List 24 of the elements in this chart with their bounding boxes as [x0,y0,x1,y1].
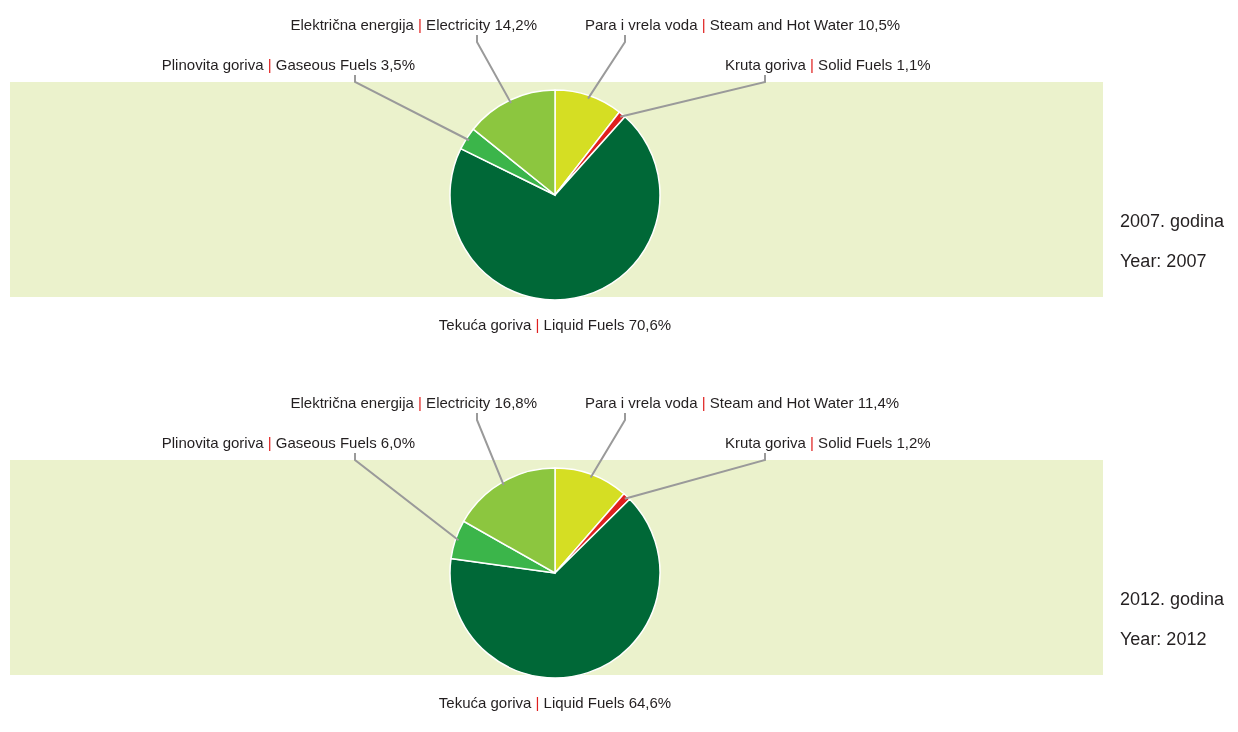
slice-label: Para i vrela voda | Steam and Hot Water [585,394,854,411]
data-label: 1,2% [892,434,931,451]
slice-label: Plinovita goriva | Gaseous Fuels [161,434,377,451]
data-label: 64,6% [624,694,672,711]
slice-label: Kruta goriva | Solid Fuels [725,56,893,73]
data-label: 10,5% [853,16,901,33]
text: 2012. godina [1120,589,1226,609]
slice-label: Plinovita goriva | Gaseous Fuels [161,56,377,73]
slice-label: Tekuća goriva | Liquid Fuels [438,694,625,711]
text: Year: 2007 [1120,251,1207,271]
slice-label: Kruta goriva | Solid Fuels [725,434,893,451]
slice-label: Para i vrela voda | Steam and Hot Water [585,16,854,33]
slice-label: Tekuća goriva | Liquid Fuels [438,316,625,333]
slice-label: Električna energija | Electricity [290,394,491,411]
slice-label: Električna energija | Electricity [290,16,491,33]
data-label: 6,0% [376,434,415,451]
text: Year: 2012 [1120,629,1207,649]
data-label: 14,2% [490,16,537,33]
data-label: 70,6% [624,316,672,333]
data-label: 3,5% [376,56,415,73]
data-label: 1,1% [892,56,931,73]
data-label: 16,8% [490,394,537,411]
text: 2007. godina [1120,211,1226,231]
data-label: 11,4% [853,394,900,411]
